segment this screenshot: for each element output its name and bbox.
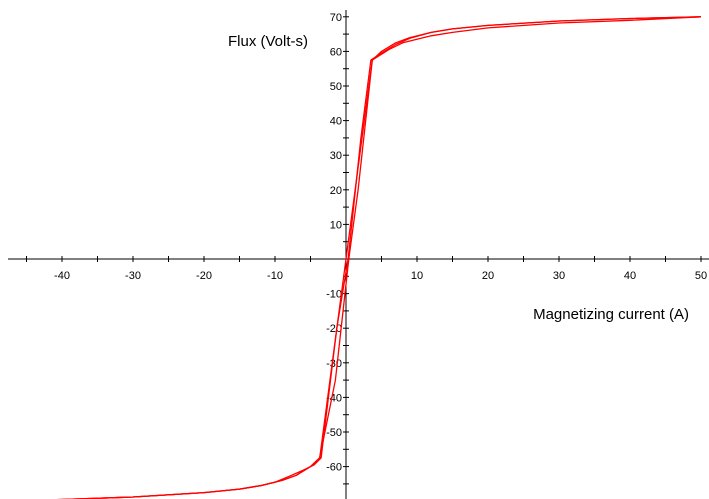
x-tick-label: 50: [695, 270, 707, 282]
series-line-1: [56, 16, 702, 499]
y-tick-label: -30: [326, 358, 342, 370]
series-group: [56, 16, 702, 499]
x-tick-label: -20: [196, 270, 212, 282]
x-ticks: -40 -30 -20 -10 10 20 30 40 50: [26, 256, 707, 282]
x-tick-label: 20: [482, 270, 494, 282]
axes: [8, 10, 709, 499]
x-axis-title: Magnetizing current (A): [533, 306, 689, 323]
y-ticks: 70 60 50 40 30 20 10 -10 -20 -30 -40 -50 -60: [326, 12, 349, 485]
series-line-3: [56, 16, 702, 499]
y-tick-label: 30: [330, 150, 342, 162]
series-line-2: [56, 16, 702, 499]
y-tick-label: 50: [330, 81, 342, 93]
y-tick-label: 10: [330, 219, 342, 231]
x-tick-label: -30: [125, 270, 141, 282]
y-tick-label: -10: [326, 289, 342, 301]
y-tick-label: 40: [330, 116, 342, 128]
y-tick-label: 70: [330, 12, 342, 24]
x-tick-label: 10: [411, 270, 423, 282]
x-tick-label: -10: [267, 270, 283, 282]
x-tick-label: 30: [553, 270, 565, 282]
y-tick-label: -50: [326, 427, 342, 439]
x-tick-label: 40: [624, 270, 636, 282]
y-axis-title: Flux (Volt-s): [228, 33, 308, 50]
x-tick-label: -40: [54, 270, 70, 282]
y-tick-label: 60: [330, 46, 342, 58]
y-tick-label: -40: [326, 392, 342, 404]
y-tick-label: -20: [326, 323, 342, 335]
y-tick-label: -60: [326, 462, 342, 474]
y-tick-label: 20: [330, 185, 342, 197]
